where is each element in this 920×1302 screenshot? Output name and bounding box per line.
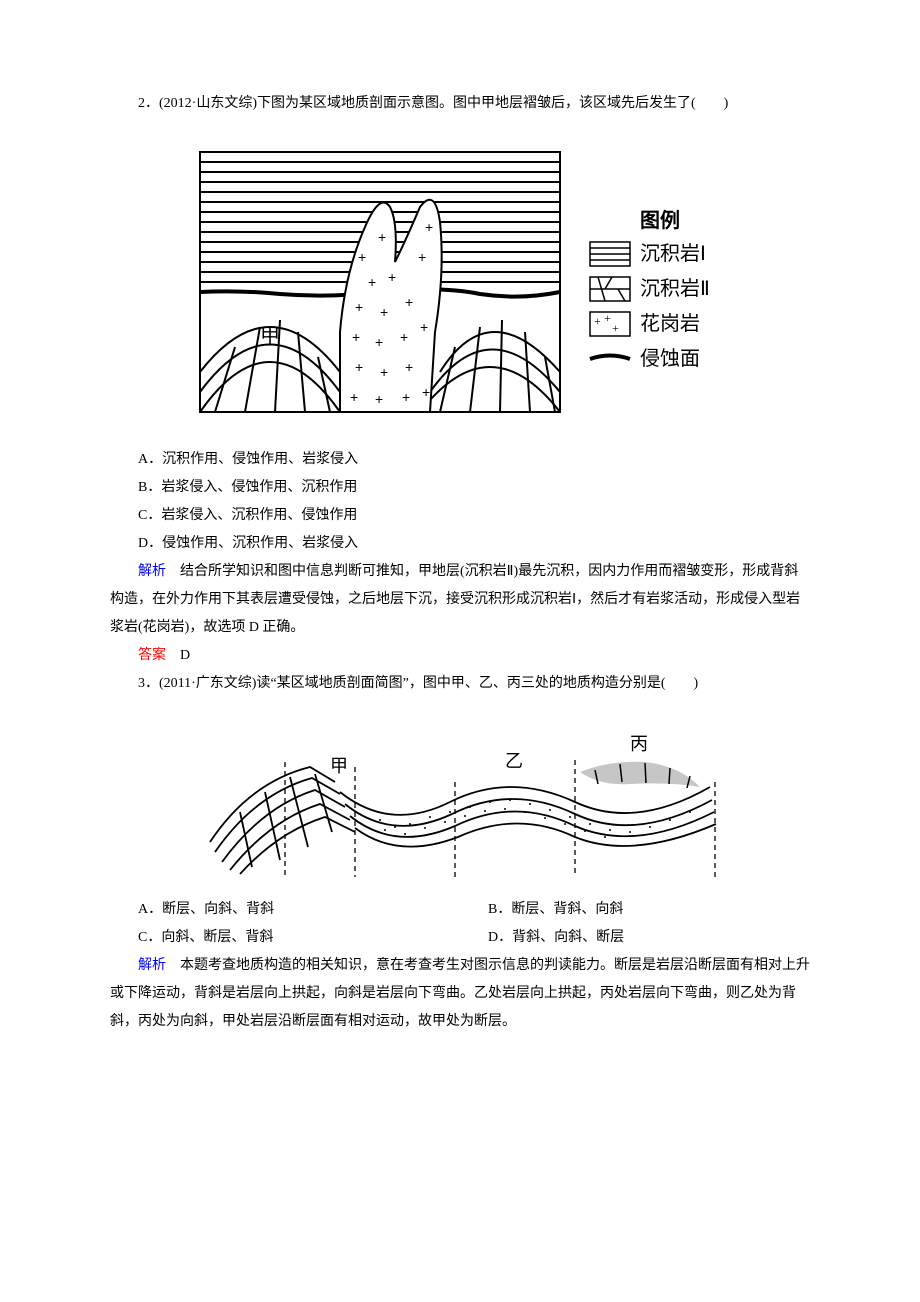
analysis-label: 解析: [138, 564, 166, 579]
q3-analysis: 解析 本题考查地质构造的相关知识，意在考查考生对图示信息的判读能力。断层是岩层沿…: [110, 952, 810, 1036]
svg-text:+: +: [388, 269, 396, 285]
svg-text:+: +: [418, 249, 426, 265]
q2-figure: +++ +++ +++ +++ +++ +++ ++ 甲 图例 沉积岩Ⅰ 沉积岩…: [110, 132, 810, 432]
q2-analysis-text: 结合所学知识和图中信息判断可推知，甲地层(沉积岩Ⅱ)最先沉积，因内力作用而褶皱变…: [110, 564, 800, 635]
legend-title: 图例: [640, 208, 680, 232]
analysis-label: 解析: [138, 958, 166, 973]
q3-option-d: D．背斜、向斜、断层: [460, 924, 810, 952]
q3-options-row1: A．断层、向斜、背斜 B．断层、背斜、向斜: [110, 896, 810, 924]
q2-analysis: 解析 结合所学知识和图中信息判断可推知，甲地层(沉积岩Ⅱ)最先沉积，因内力作用而…: [110, 558, 810, 642]
legend-item-3: 花岗岩: [640, 312, 700, 335]
label-bing: 丙: [630, 734, 648, 754]
q2-option-d: D．侵蚀作用、沉积作用、岩浆侵入: [110, 530, 810, 558]
q2-answer: 答案 D: [110, 642, 810, 670]
q3-stem: 3．(2011·广东文综)读“某区域地质剖面简图”，图中甲、乙、丙三处的地质构造…: [110, 670, 810, 698]
svg-text:+: +: [422, 384, 430, 400]
svg-text:+: +: [350, 389, 358, 405]
answer-label: 答案: [138, 648, 166, 663]
label-yi: 乙: [505, 751, 523, 771]
q2-option-b: B．岩浆侵入、侵蚀作用、沉积作用: [110, 474, 810, 502]
dotted-layer: [379, 799, 691, 838]
q3-diagram-svg: 甲 乙 丙: [180, 712, 740, 882]
legend-item-4: 侵蚀面: [640, 347, 700, 370]
q3-options-row2: C．向斜、断层、背斜 D．背斜、向斜、断层: [110, 924, 810, 952]
svg-text:+: +: [352, 329, 360, 345]
q2-answer-text: D: [166, 648, 190, 663]
q3-option-c: C．向斜、断层、背斜: [110, 924, 460, 952]
svg-text:+: +: [380, 364, 388, 380]
label-jia: 甲: [330, 756, 348, 776]
svg-text:+: +: [405, 359, 413, 375]
svg-text:+: +: [612, 321, 619, 335]
svg-text:+: +: [594, 314, 601, 328]
svg-text:+: +: [425, 219, 433, 235]
svg-text:+: +: [604, 311, 611, 325]
svg-text:+: +: [355, 299, 363, 315]
svg-text:+: +: [355, 359, 363, 375]
svg-text:+: +: [400, 329, 408, 345]
svg-text:+: +: [420, 319, 428, 335]
q3-option-b: B．断层、背斜、向斜: [460, 896, 810, 924]
q2-diagram-svg: +++ +++ +++ +++ +++ +++ ++ 甲 图例 沉积岩Ⅰ 沉积岩…: [180, 132, 740, 432]
svg-text:+: +: [375, 334, 383, 350]
q3-figure: 甲 乙 丙: [110, 712, 810, 882]
legend-item-1: 沉积岩Ⅰ: [640, 242, 706, 265]
q3-option-a: A．断层、向斜、背斜: [110, 896, 460, 924]
q2-stem: 2．(2012·山东文综)下图为某区域地质剖面示意图。图中甲地层褶皱后，该区域先…: [110, 90, 810, 118]
legend: 图例 沉积岩Ⅰ 沉积岩Ⅱ + + + 花岗岩 侵蚀面: [590, 208, 710, 370]
svg-text:+: +: [378, 229, 386, 245]
q2-option-a: A．沉积作用、侵蚀作用、岩浆侵入: [110, 446, 810, 474]
svg-text:+: +: [402, 389, 410, 405]
svg-text:+: +: [375, 391, 383, 407]
svg-text:+: +: [368, 274, 376, 290]
legend-item-2: 沉积岩Ⅱ: [640, 277, 710, 300]
q3-analysis-text: 本题考查地质构造的相关知识，意在考查考生对图示信息的判读能力。断层是岩层沿断层面…: [110, 958, 810, 1029]
svg-text:+: +: [358, 249, 366, 265]
label-jia: 甲: [260, 325, 280, 347]
svg-text:+: +: [405, 294, 413, 310]
q2-option-c: C．岩浆侵入、沉积作用、侵蚀作用: [110, 502, 810, 530]
svg-text:+: +: [380, 304, 388, 320]
